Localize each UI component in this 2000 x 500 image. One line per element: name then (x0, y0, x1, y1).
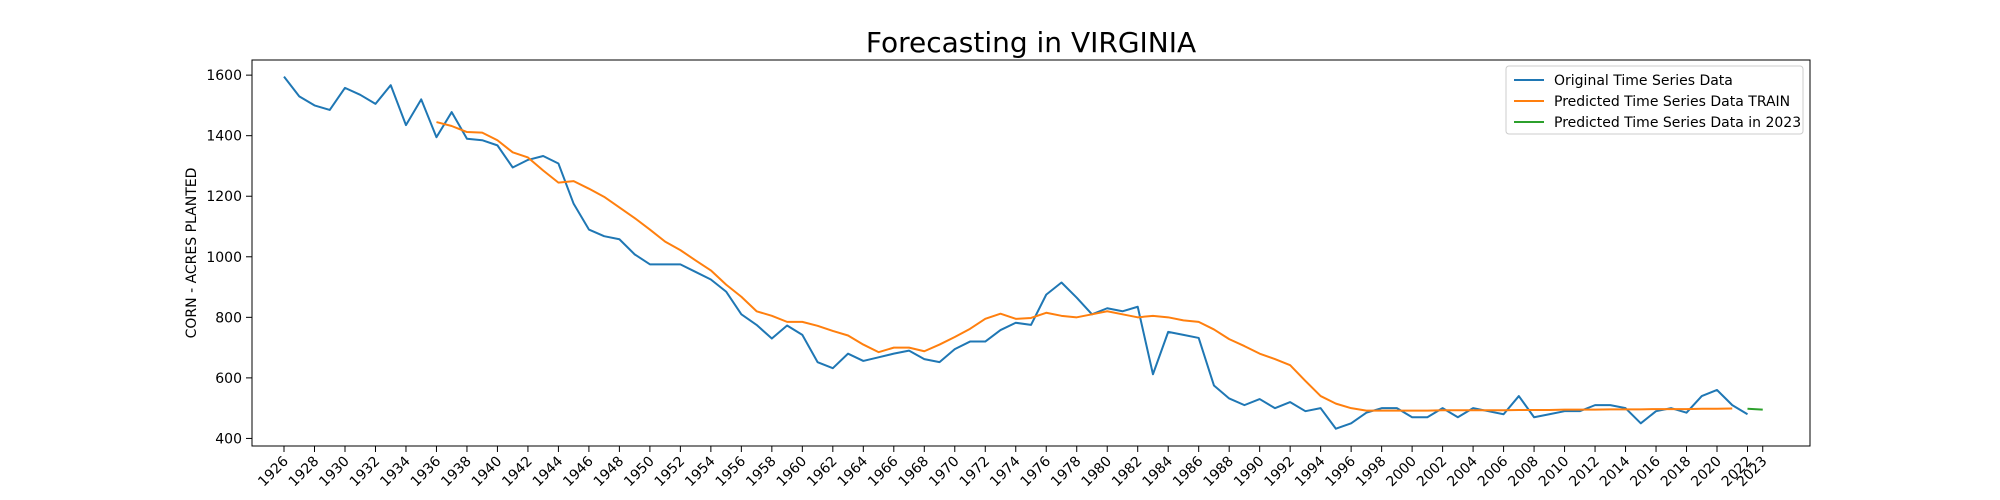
x-tick-label: 1938 (438, 454, 475, 491)
x-tick-label: 1966 (865, 453, 902, 490)
legend-label: Predicted Time Series Data in 2023 (1554, 115, 1801, 131)
x-tick-label: 1926 (255, 453, 292, 490)
x-tick-label: 1964 (835, 453, 872, 490)
x-tick-label: 1994 (1292, 453, 1329, 490)
x-tick-label: 1950 (621, 454, 658, 491)
x-tick-label: 1942 (499, 454, 536, 491)
y-tick-label: 600 (215, 371, 242, 387)
x-tick-label: 1940 (469, 454, 506, 491)
x-tick-label: 1928 (286, 454, 323, 491)
x-tick-label: 2000 (1383, 454, 1420, 491)
x-tick-label: 1944 (530, 453, 567, 490)
x-tick-label: 1934 (377, 453, 414, 490)
x-tick-label: 1958 (743, 454, 780, 491)
legend: Original Time Series Data Predicted Time … (1505, 65, 1804, 135)
y-tick-label: 1200 (206, 189, 242, 205)
x-tick-label: 2018 (1658, 454, 1695, 491)
x-tick-label: 1972 (957, 454, 994, 491)
chart-title: Forecasting in VIRGINIA (866, 26, 1196, 59)
x-tick-label: 1988 (1200, 454, 1237, 491)
x-tick-label: 1996 (1322, 453, 1359, 490)
series-area (283, 76, 1763, 430)
series-line-1 (283, 76, 1749, 430)
x-tick-label: 1952 (652, 454, 689, 491)
x-tick-label: 1998 (1353, 454, 1390, 491)
x-tick-label: 1976 (1018, 453, 1055, 490)
plot-frame (251, 59, 1811, 447)
legend-label: Predicted Time Series Data TRAIN (1554, 94, 1790, 110)
x-tick-label: 1962 (804, 454, 841, 491)
y-tick-label: 1000 (206, 250, 242, 266)
legend-label: Original Time Series Data (1554, 73, 1733, 89)
x-tick-label: 2002 (1414, 454, 1451, 491)
x-tick-label: 2020 (1688, 454, 1725, 491)
y-axis: 400 600 800 1000 1200 1400 1600 (206, 68, 252, 447)
y-tick-label: 1400 (206, 129, 242, 145)
x-axis: 1926192819301932193419361938194019421944… (255, 446, 1771, 491)
x-tick-label: 2006 (1475, 453, 1512, 490)
x-tick-label: 1932 (347, 454, 384, 491)
x-tick-label: 1956 (713, 453, 750, 490)
x-tick-label: 1982 (1109, 454, 1146, 491)
y-tick-label: 1600 (206, 68, 242, 84)
x-tick-label: 1968 (896, 454, 933, 491)
x-tick-label: 1974 (987, 453, 1024, 490)
x-tick-label: 2008 (1505, 454, 1542, 491)
x-tick-label: 1960 (774, 454, 811, 491)
x-tick-label: 2012 (1566, 454, 1603, 491)
x-tick-label: 1984 (1140, 453, 1177, 490)
y-axis-label: CORN - ACRES PLANTED (184, 168, 200, 339)
x-tick-label: 1978 (1048, 454, 1085, 491)
x-tick-label: 2004 (1444, 453, 1481, 490)
x-tick-label: 1954 (682, 453, 719, 490)
x-tick-label: 1930 (316, 454, 353, 491)
x-tick-label: 1992 (1261, 454, 1298, 491)
x-tick-label: 1990 (1231, 454, 1268, 491)
x-tick-label: 2016 (1627, 453, 1664, 490)
y-tick-label: 800 (215, 310, 242, 326)
series-line-2 (436, 121, 1733, 412)
x-tick-label: 2010 (1536, 454, 1573, 491)
y-tick-label: 400 (215, 431, 242, 447)
x-tick-label: 1946 (560, 453, 597, 490)
series-line-3 (1747, 407, 1763, 411)
x-tick-label: 1948 (591, 454, 628, 491)
x-tick-label: 1980 (1079, 454, 1116, 491)
x-tick-label: 1936 (408, 453, 445, 490)
x-tick-label: 1970 (926, 454, 963, 491)
legend-box (1505, 65, 1804, 135)
x-tick-label: 1986 (1170, 453, 1207, 490)
x-tick-label: 2014 (1597, 453, 1634, 490)
